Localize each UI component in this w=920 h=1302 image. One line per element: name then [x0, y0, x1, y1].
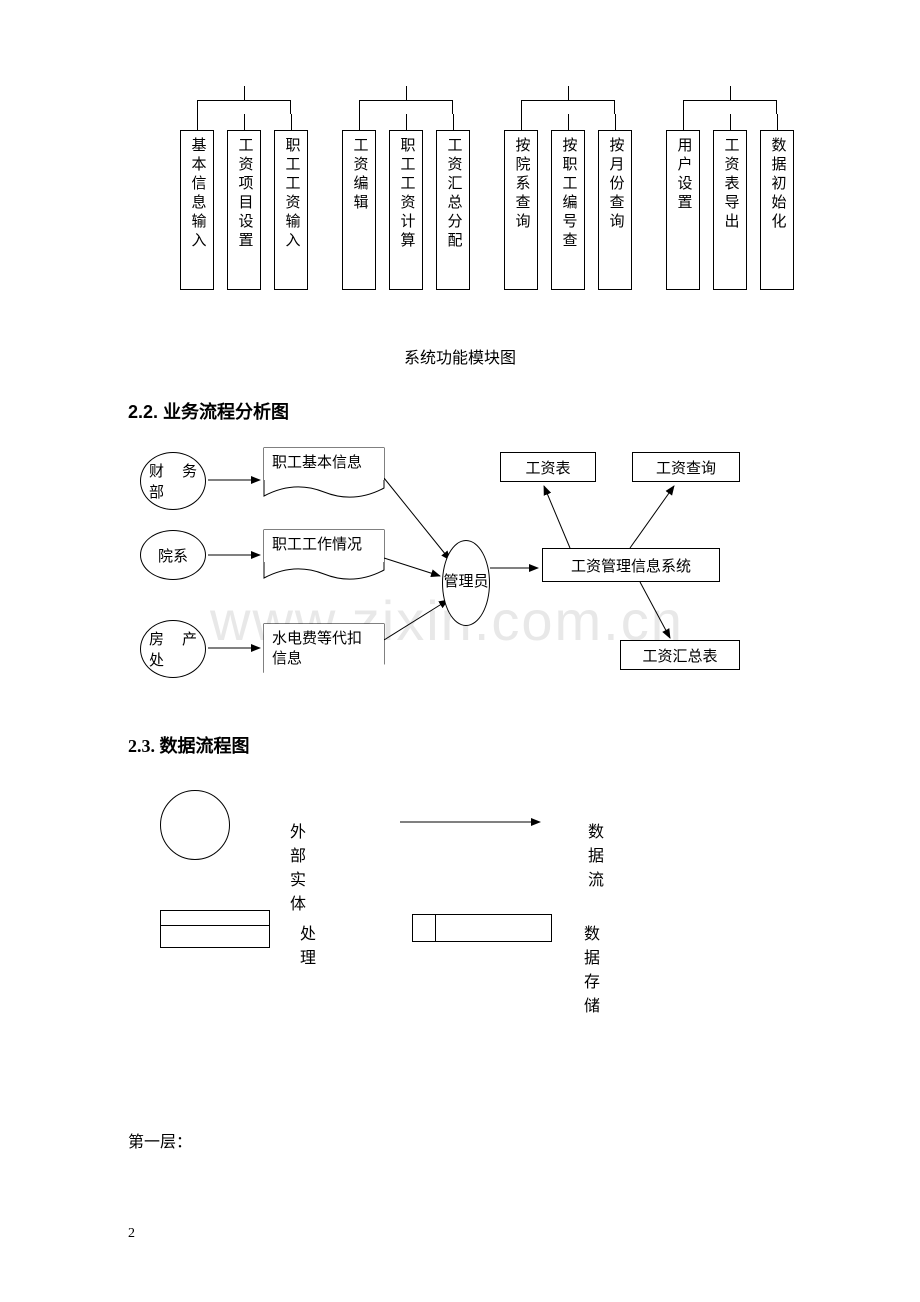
- rect-salary-mis: 工资管理信息系统: [542, 548, 720, 582]
- module-box: 数据初始化: [760, 130, 794, 290]
- section-2-2-title: 2.2. 业务流程分析图: [128, 398, 289, 424]
- legend-process-label: 处理: [300, 920, 316, 968]
- node-admin: 管理员: [442, 540, 490, 626]
- node-property-dept: 房 产处: [140, 620, 206, 678]
- doc-utility-deduct: 水电费等代扣信息: [264, 624, 384, 675]
- first-layer-label: 第一层：: [128, 1128, 192, 1152]
- rect-salary-summary: 工资汇总表: [620, 640, 740, 670]
- node-finance-dept: 财 务部: [140, 452, 206, 510]
- module-box: 按月份查询: [598, 130, 632, 290]
- section-2-3-title: 2.3. 数据流程图: [128, 732, 250, 758]
- legend-entity-label: 外部实体: [290, 818, 306, 914]
- module-box: 基本信息输入: [180, 130, 214, 290]
- module-box: 工资汇总分配: [436, 130, 470, 290]
- page-number: 2: [128, 1226, 135, 1242]
- doc-employee-info: 职工基本信息: [264, 448, 384, 480]
- module-box: 按职工编号查: [551, 130, 585, 290]
- module-box: 职工工资输入: [274, 130, 308, 290]
- legend-entity-icon: [160, 790, 230, 860]
- legend-store-icon: [412, 914, 552, 942]
- module-box: 工资项目设置: [227, 130, 261, 290]
- rect-salary-query: 工资查询: [632, 452, 740, 482]
- legend-flow-label: 数据流: [588, 818, 604, 890]
- rect-salary-table: 工资表: [500, 452, 596, 482]
- legend-flow-icon: [400, 812, 550, 832]
- node-department: 院系: [140, 530, 206, 580]
- module-box: 工资编辑: [342, 130, 376, 290]
- business-flow-diagram: 财 务部 院系 房 产处 职工基本信息 职工工作情况 水电费等代扣信息 管理员 …: [130, 440, 790, 720]
- module-caption: 系统功能模块图: [0, 344, 920, 368]
- doc-work-status: 职工工作情况: [264, 530, 384, 562]
- module-box: 职工工资计算: [389, 130, 423, 290]
- module-box: 用户设置: [666, 130, 700, 290]
- legend-store-label: 数据存储: [584, 920, 600, 1016]
- module-box: 工资表导出: [713, 130, 747, 290]
- legend-process-icon: [160, 910, 270, 948]
- module-box: 按院系查询: [504, 130, 538, 290]
